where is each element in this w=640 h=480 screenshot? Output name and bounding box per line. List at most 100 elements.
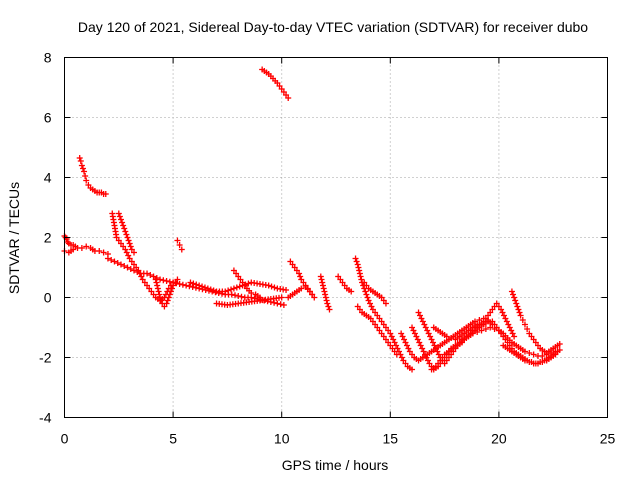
data-point bbox=[232, 292, 239, 299]
data-point bbox=[318, 276, 325, 283]
data-point bbox=[364, 294, 371, 301]
data-point bbox=[96, 248, 103, 254]
data-point bbox=[189, 284, 196, 290]
data-point bbox=[425, 330, 432, 337]
data-point bbox=[421, 321, 428, 328]
data-point bbox=[430, 339, 437, 346]
data-point bbox=[428, 336, 435, 343]
data-point bbox=[78, 245, 85, 251]
data-point bbox=[233, 284, 240, 291]
data-point bbox=[393, 351, 400, 358]
data-point bbox=[419, 345, 426, 352]
x-tick-label: 5 bbox=[169, 431, 177, 447]
data-point bbox=[348, 288, 355, 295]
data-point bbox=[256, 294, 263, 301]
data-point bbox=[104, 255, 111, 262]
data-point bbox=[166, 278, 173, 285]
data-point bbox=[176, 242, 183, 248]
data-point bbox=[124, 264, 131, 271]
data-point bbox=[521, 357, 528, 364]
data-point bbox=[157, 294, 164, 301]
data-point bbox=[320, 285, 327, 292]
data-point bbox=[277, 301, 284, 308]
data-point bbox=[163, 278, 170, 284]
data-point bbox=[179, 281, 186, 288]
y-tick-label: 0 bbox=[44, 290, 52, 306]
data-point bbox=[355, 264, 362, 271]
data-point bbox=[199, 283, 206, 290]
data-point bbox=[427, 333, 434, 340]
data-point bbox=[114, 260, 121, 266]
data-point bbox=[154, 282, 161, 289]
data-point bbox=[358, 276, 365, 283]
data-point bbox=[173, 280, 180, 287]
data-point bbox=[83, 177, 90, 184]
data-point bbox=[230, 285, 237, 292]
y-tick-label: 2 bbox=[44, 230, 52, 246]
data-point bbox=[443, 333, 450, 340]
data-point bbox=[122, 228, 129, 235]
data-point bbox=[210, 287, 217, 294]
data-point bbox=[416, 312, 423, 319]
data-point bbox=[515, 306, 522, 313]
data-point bbox=[491, 326, 498, 332]
data-point bbox=[283, 287, 290, 293]
x-tick-label: 0 bbox=[61, 431, 69, 447]
axis-ticks: 0 5 10 15 20 25 -4 -2 0 2 4 6 8 bbox=[39, 50, 615, 447]
chart-title: Day 120 of 2021, Sidereal Day-to-day VTE… bbox=[78, 19, 588, 35]
data-point bbox=[393, 342, 400, 349]
data-point bbox=[319, 282, 326, 289]
data-point bbox=[134, 269, 141, 275]
data-point bbox=[415, 309, 422, 316]
data-point bbox=[319, 279, 326, 286]
data-point bbox=[391, 339, 398, 346]
data-point bbox=[398, 354, 405, 361]
data-point bbox=[422, 324, 429, 331]
data-point bbox=[131, 267, 138, 274]
data-point bbox=[124, 234, 131, 241]
data-point bbox=[420, 348, 427, 355]
data-point bbox=[502, 315, 509, 322]
data-point bbox=[174, 276, 181, 283]
data-point bbox=[390, 336, 397, 343]
data-point bbox=[77, 158, 84, 164]
data-point bbox=[326, 306, 333, 313]
data-point bbox=[398, 330, 405, 337]
data-point bbox=[131, 249, 138, 256]
data-point bbox=[519, 317, 526, 323]
data-point bbox=[183, 282, 190, 289]
data-point bbox=[539, 353, 546, 359]
data-point bbox=[235, 293, 242, 299]
data-point bbox=[474, 321, 481, 328]
data-point bbox=[82, 173, 89, 179]
data-point bbox=[121, 263, 128, 269]
data-points bbox=[61, 66, 563, 373]
y-axis-label: SDTVAR / TECUs bbox=[6, 182, 22, 294]
data-point bbox=[514, 303, 521, 310]
data-point bbox=[382, 300, 389, 307]
data-point bbox=[526, 359, 533, 365]
data-point bbox=[174, 237, 181, 244]
data-point bbox=[116, 213, 123, 220]
data-point bbox=[120, 222, 127, 229]
data-point bbox=[487, 324, 494, 331]
y-tick-label: 8 bbox=[44, 50, 52, 66]
data-point bbox=[190, 280, 197, 287]
x-tick-label: 20 bbox=[491, 431, 507, 447]
data-point bbox=[410, 327, 417, 334]
data-point bbox=[530, 351, 537, 358]
data-point bbox=[207, 286, 214, 293]
data-point bbox=[126, 240, 133, 247]
data-point bbox=[153, 279, 160, 286]
data-point bbox=[367, 300, 374, 307]
data-point bbox=[448, 335, 455, 341]
y-tick-label: -2 bbox=[39, 350, 52, 366]
data-point bbox=[417, 342, 424, 349]
data-point bbox=[409, 366, 416, 373]
data-point bbox=[413, 333, 420, 340]
data-point bbox=[186, 283, 193, 290]
plot-frame bbox=[64, 57, 608, 418]
data-point bbox=[416, 339, 423, 346]
x-axis-label: GPS time / hours bbox=[282, 457, 389, 473]
data-point bbox=[160, 277, 167, 284]
